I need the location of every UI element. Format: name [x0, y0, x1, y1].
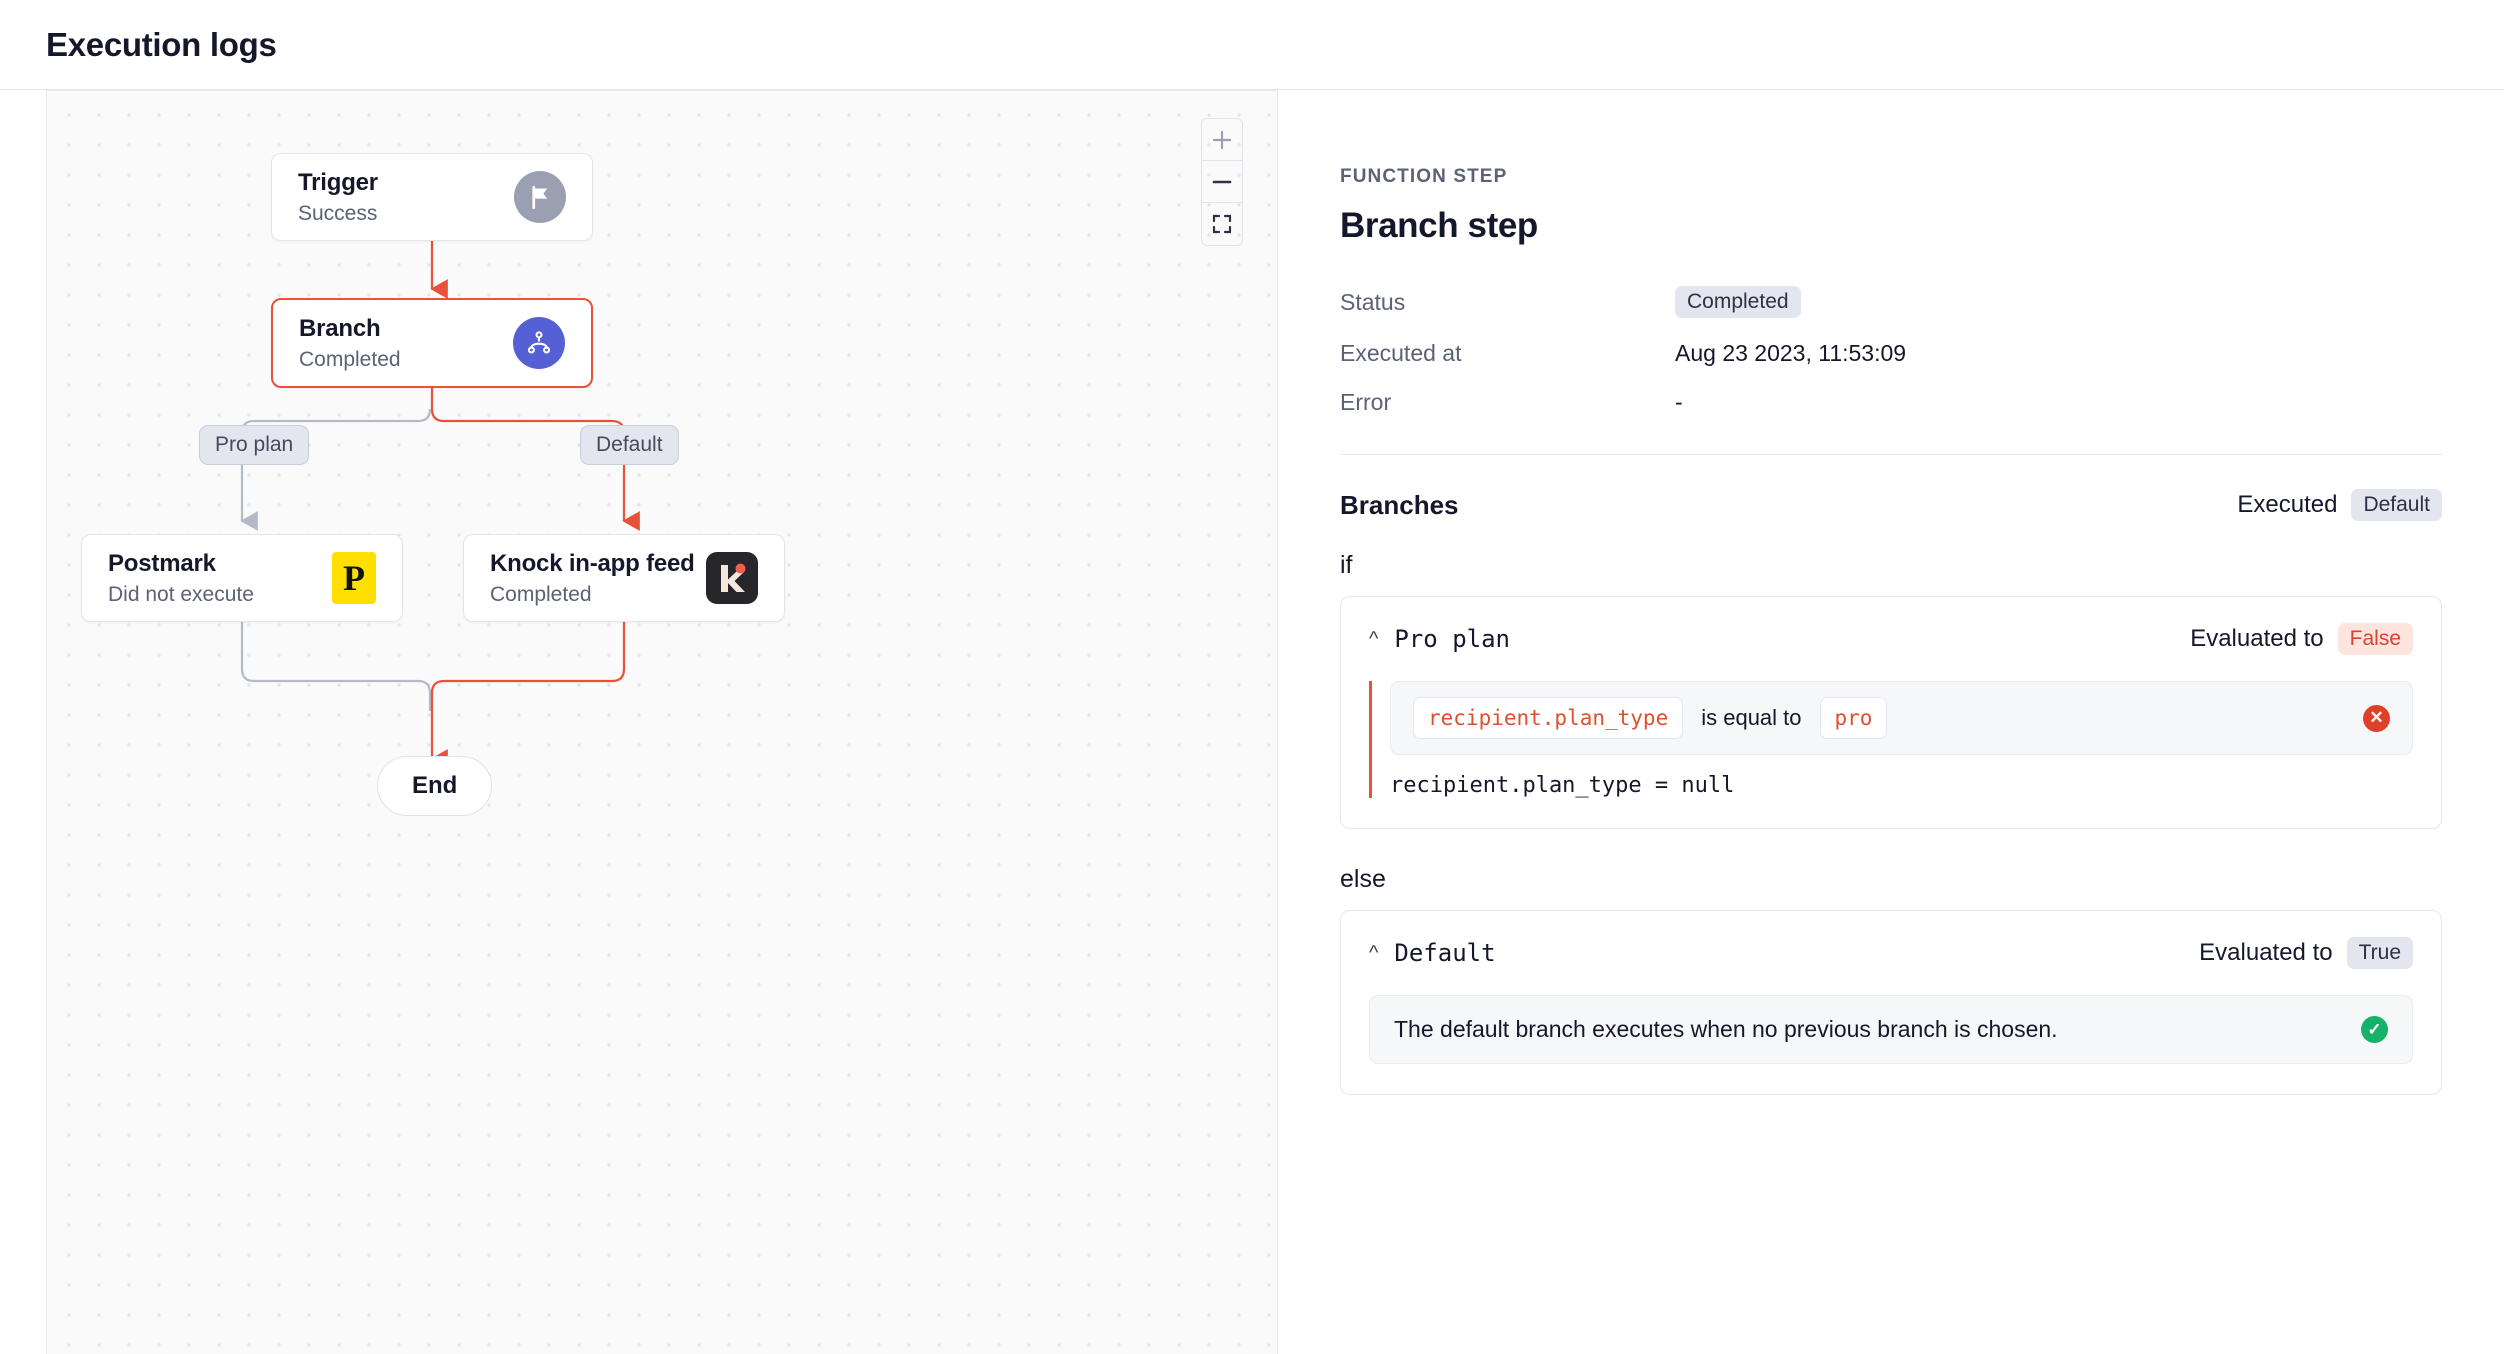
flow-edges-layer: [47, 91, 1277, 1354]
knock-logo-icon: [706, 552, 758, 604]
meta-value-error: -: [1675, 389, 1683, 415]
executed-label: Executed: [2237, 491, 2338, 518]
canvas-dot-grid: [47, 91, 1277, 1354]
branch-name-group-default[interactable]: ^ Default: [1369, 939, 1496, 967]
meta-value-executed-at: Aug 23 2023, 11:53:09: [1675, 340, 1907, 366]
edge-knock-to-end: [430, 621, 626, 769]
evaluated-badge-default: True: [2346, 937, 2413, 969]
flow-node-knock[interactable]: Knock in-app feed Completed: [463, 534, 785, 622]
condition-value-token[interactable]: pro: [1819, 697, 1888, 739]
page-header: Execution logs: [0, 0, 2504, 90]
error-circle-icon: ✕: [2363, 704, 2390, 732]
flag-icon-glyph: [531, 185, 547, 209]
plus-icon: [1212, 130, 1232, 149]
success-circle-icon: ✓: [2361, 1016, 2388, 1043]
chevron-up-icon-default[interactable]: ^: [1369, 942, 1379, 964]
edges-svg: [240, 239, 640, 769]
flag-icon: [514, 171, 566, 223]
success-circle-glyph: ✓: [2361, 1016, 2388, 1043]
flow-node-branch-status: Completed: [299, 347, 401, 371]
postmark-logo-icon: P: [332, 552, 376, 604]
main-split: Trigger Success Branch Completed: [0, 90, 2504, 1354]
panel-title: Branch step: [1340, 206, 1538, 245]
zoom-out-button[interactable]: [1202, 161, 1242, 203]
else-label: else: [1340, 865, 1386, 893]
branch-name-default: Default: [1394, 939, 1496, 967]
branch-card-default-header[interactable]: ^ Default Evaluated to True: [1369, 937, 2413, 969]
fit-view-button[interactable]: [1202, 203, 1242, 245]
executed-badge: Default: [2351, 489, 2442, 521]
flow-node-postmark-text: Postmark Did not execute: [108, 550, 254, 607]
flow-node-trigger-title: Trigger: [298, 168, 378, 196]
panel-eyebrow: FUNCTION STEP: [1340, 166, 1508, 187]
flow-node-postmark-status: Did not execute: [108, 582, 254, 606]
branches-header: Branches Executed Default: [1340, 489, 2442, 521]
flow-node-postmark-title: Postmark: [108, 549, 216, 577]
evaluated-badge-pro-plan: False: [2337, 623, 2413, 655]
condition-evaluation-text: recipient.plan_type = null: [1390, 773, 1735, 798]
edge-postmark-to-end: [240, 621, 432, 711]
evaluated-label-default: Evaluated to: [2199, 939, 2333, 966]
flow-node-knock-status: Completed: [490, 582, 592, 606]
flow-node-trigger-text: Trigger Success: [298, 169, 378, 226]
branch-card-default[interactable]: ^ Default Evaluated to True The default …: [1340, 910, 2442, 1095]
if-label: if: [1340, 551, 1353, 579]
error-circle-glyph: ✕: [2363, 704, 2390, 732]
minus-icon: [1212, 180, 1232, 183]
fullscreen-icon: [1212, 214, 1232, 234]
flow-node-knock-title: Knock in-app feed: [490, 549, 695, 577]
step-meta-table: Status Completed Executed at Aug 23 2023…: [1340, 286, 2442, 416]
branch-eval-default: Evaluated to True: [2199, 937, 2413, 969]
chevron-up-icon[interactable]: ^: [1369, 628, 1379, 650]
edge-label-pro-plan[interactable]: Pro plan: [199, 425, 310, 465]
condition-operator: is equal to: [1701, 705, 1802, 730]
meta-key-executed-at: Executed at: [1340, 340, 1462, 366]
meta-key-error: Error: [1340, 389, 1392, 415]
condition-variable-token[interactable]: recipient.plan_type: [1413, 697, 1684, 739]
flow-node-trigger-status: Success: [298, 201, 378, 225]
knock-logo-glyph: [721, 563, 746, 592]
zoom-controls: [1201, 118, 1243, 246]
executed-branch: Executed Default: [2237, 489, 2442, 521]
flow-node-knock-text: Knock in-app feed Completed: [490, 550, 695, 607]
branches-title: Branches: [1340, 489, 1459, 520]
branch-icon-glyph: [527, 331, 551, 354]
status-badge: Completed: [1675, 286, 1801, 318]
flow-node-branch[interactable]: Branch Completed: [271, 298, 593, 388]
flow-node-trigger[interactable]: Trigger Success: [271, 153, 593, 241]
flow-node-postmark[interactable]: Postmark Did not execute P: [81, 534, 403, 622]
flow-node-end[interactable]: End: [377, 756, 493, 816]
branch-card-pro-plan[interactable]: ^ Pro plan Evaluated to False recipient.…: [1340, 596, 2442, 829]
panel-divider: [1340, 454, 2442, 455]
page-title: Execution logs: [46, 25, 277, 63]
branch-name-group[interactable]: ^ Pro plan: [1369, 625, 1510, 653]
branch-icon: [513, 317, 565, 369]
flow-node-branch-text: Branch Completed: [299, 315, 401, 372]
edge-label-default[interactable]: Default: [580, 425, 679, 465]
meta-key-status: Status: [1340, 288, 1406, 315]
condition-block: recipient.plan_type is equal to pro ✕ re…: [1369, 681, 2413, 798]
default-branch-message: The default branch executes when no prev…: [1369, 995, 2413, 1064]
condition-row[interactable]: recipient.plan_type is equal to pro ✕: [1390, 681, 2413, 755]
zoom-in-button[interactable]: [1202, 119, 1242, 161]
evaluated-label-pro-plan: Evaluated to: [2190, 625, 2324, 652]
default-branch-message-text: The default branch executes when no prev…: [1394, 1016, 2058, 1042]
branch-name-pro-plan: Pro plan: [1394, 625, 1510, 653]
branch-card-pro-plan-header[interactable]: ^ Pro plan Evaluated to False: [1369, 623, 2413, 655]
flow-node-branch-title: Branch: [299, 314, 381, 342]
branch-eval-pro-plan: Evaluated to False: [2190, 623, 2413, 655]
step-detail-panel: FUNCTION STEP Branch step Status Complet…: [1278, 90, 2504, 1354]
flow-canvas[interactable]: Trigger Success Branch Completed: [46, 90, 1278, 1354]
meta-value-status: Completed: [1675, 286, 2442, 318]
